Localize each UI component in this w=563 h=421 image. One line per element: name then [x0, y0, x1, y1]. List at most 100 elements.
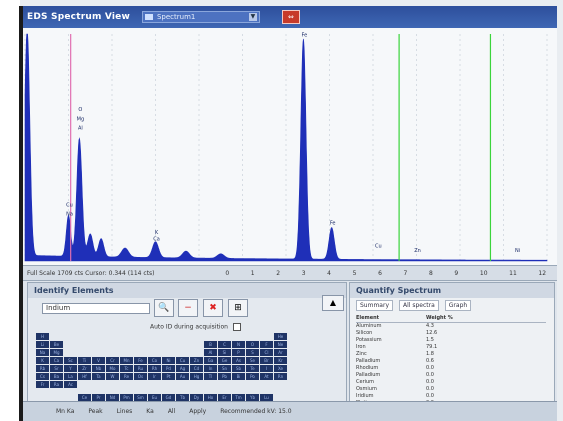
delete-button[interactable]: ✖ [203, 299, 223, 317]
element-cell[interactable]: V [92, 357, 105, 364]
element-cell[interactable]: Ag [176, 365, 189, 372]
element-cell[interactable]: Ac [64, 381, 77, 388]
spectrum-selector[interactable]: Spectrum1 ▼ [141, 11, 260, 23]
element-cell[interactable]: Sc [64, 357, 77, 364]
element-cell[interactable]: Hf [78, 373, 91, 380]
element-cell[interactable]: Hg [190, 373, 203, 380]
element-cell[interactable]: As [232, 357, 245, 364]
element-combo[interactable]: Indium [42, 303, 150, 314]
element-cell[interactable]: P [232, 349, 245, 356]
auto-id-checkbox[interactable] [232, 323, 241, 331]
element-cell[interactable]: Br [260, 357, 273, 364]
element-cell[interactable]: Ge [218, 357, 231, 364]
element-cell[interactable]: Rb [36, 365, 49, 372]
element-cell[interactable]: Co [148, 357, 161, 364]
element-cell[interactable]: Gd [162, 393, 175, 401]
element-cell[interactable]: Li [36, 341, 49, 348]
element-cell[interactable]: Te [246, 365, 259, 372]
element-cell[interactable]: Ni [162, 357, 175, 364]
element-cell[interactable]: Se [246, 357, 259, 364]
element-cell[interactable]: Er [218, 393, 231, 401]
element-cell[interactable]: Dy [190, 393, 203, 401]
element-cell[interactable]: Be [50, 341, 63, 348]
markers-button[interactable]: ⊞ [228, 299, 248, 317]
element-cell[interactable]: Al [204, 349, 217, 356]
element-cell[interactable]: Ta [92, 373, 105, 380]
element-cell[interactable]: Fe [134, 357, 147, 364]
element-cell[interactable]: Xe [274, 365, 287, 372]
remove-button[interactable]: − [178, 299, 198, 317]
element-cell[interactable]: Pd [162, 365, 175, 372]
element-cell[interactable]: B [204, 341, 217, 348]
element-cell[interactable]: La [64, 373, 77, 380]
element-cell[interactable]: Rh [148, 365, 161, 372]
element-cell[interactable]: W [106, 373, 119, 380]
panel-side-button[interactable]: ▲ [322, 295, 344, 311]
element-cell[interactable]: Ra [50, 381, 63, 388]
element-cell[interactable]: Os [134, 373, 147, 380]
element-cell[interactable]: Mg [50, 349, 63, 356]
element-cell[interactable]: Tc [120, 365, 133, 372]
chevron-down-icon[interactable]: ▼ [248, 13, 257, 21]
element-cell[interactable]: Sr [50, 365, 63, 372]
element-cell[interactable]: In [204, 365, 217, 372]
element-cell[interactable]: Kr [274, 357, 287, 364]
ruler-tool-button[interactable]: ⇔ [281, 10, 300, 24]
element-cell[interactable]: Mn [120, 357, 133, 364]
element-cell[interactable]: Tm [232, 393, 245, 401]
element-cell[interactable]: H [36, 333, 49, 340]
bottom-bar-item[interactable]: All [167, 408, 176, 415]
element-cell[interactable]: Lu [260, 393, 273, 401]
auto-id-option[interactable]: Auto ID during acquisition [150, 323, 241, 331]
element-cell[interactable]: Eu [148, 393, 161, 401]
element-cell[interactable]: Cu [176, 357, 189, 364]
element-cell[interactable]: Cr [106, 357, 119, 364]
element-cell[interactable]: Cl [260, 349, 273, 356]
element-cell[interactable]: Ba [50, 373, 63, 380]
bottom-bar-item[interactable]: Peak [88, 408, 103, 415]
bottom-bar-item[interactable]: Mn Ka [56, 408, 75, 415]
element-cell[interactable]: Nb [92, 365, 105, 372]
bottom-bar-item[interactable]: Lines [116, 408, 133, 415]
element-cell[interactable]: Cs [36, 373, 49, 380]
element-cell[interactable]: Y [64, 365, 77, 372]
element-cell[interactable]: Re [120, 373, 133, 380]
element-cell[interactable]: Tb [176, 393, 189, 401]
element-cell[interactable]: Sm [134, 393, 147, 401]
spectrum-chart[interactable]: Fe Fe O Mg Al Cu Na K Ca Cu Zn Ni [23, 28, 557, 265]
tab-summary[interactable]: Summary [356, 300, 393, 311]
element-cell[interactable]: Au [176, 373, 189, 380]
element-cell[interactable]: Zn [190, 357, 203, 364]
element-cell[interactable]: S [246, 349, 259, 356]
element-cell[interactable]: I [260, 365, 273, 372]
tab-all-spectra[interactable]: All spectra [399, 300, 439, 311]
element-cell[interactable]: Pt [162, 373, 175, 380]
element-cell[interactable]: Bi [232, 373, 245, 380]
bottom-bar-item[interactable]: Apply [189, 408, 207, 415]
element-cell[interactable]: Sn [218, 365, 231, 372]
element-cell[interactable]: Rn [274, 373, 287, 380]
element-cell[interactable]: F [260, 341, 273, 348]
element-cell[interactable]: Ne [274, 341, 287, 348]
element-cell[interactable]: Na [36, 349, 49, 356]
element-cell[interactable]: Si [218, 349, 231, 356]
element-cell[interactable]: Ho [204, 393, 217, 401]
zoom-tool-button[interactable]: 🔍 [154, 299, 174, 317]
element-cell[interactable]: Po [246, 373, 259, 380]
element-cell[interactable]: Ru [134, 365, 147, 372]
element-cell[interactable]: K [36, 357, 49, 364]
element-cell[interactable]: He [274, 333, 287, 340]
element-cell[interactable]: C [218, 341, 231, 348]
element-cell[interactable]: Ga [204, 357, 217, 364]
element-cell[interactable]: Pr [92, 393, 105, 401]
element-cell[interactable]: Mo [106, 365, 119, 372]
tab-graph[interactable]: Graph [444, 300, 472, 311]
element-cell[interactable]: Yb [246, 393, 259, 401]
element-cell[interactable]: Ar [274, 349, 287, 356]
element-cell[interactable]: Ca [50, 357, 63, 364]
element-cell[interactable]: At [260, 373, 273, 380]
element-cell[interactable]: N [232, 341, 245, 348]
element-cell[interactable]: Pb [218, 373, 231, 380]
element-cell[interactable]: Zr [78, 365, 91, 372]
element-cell[interactable]: O [246, 341, 259, 348]
